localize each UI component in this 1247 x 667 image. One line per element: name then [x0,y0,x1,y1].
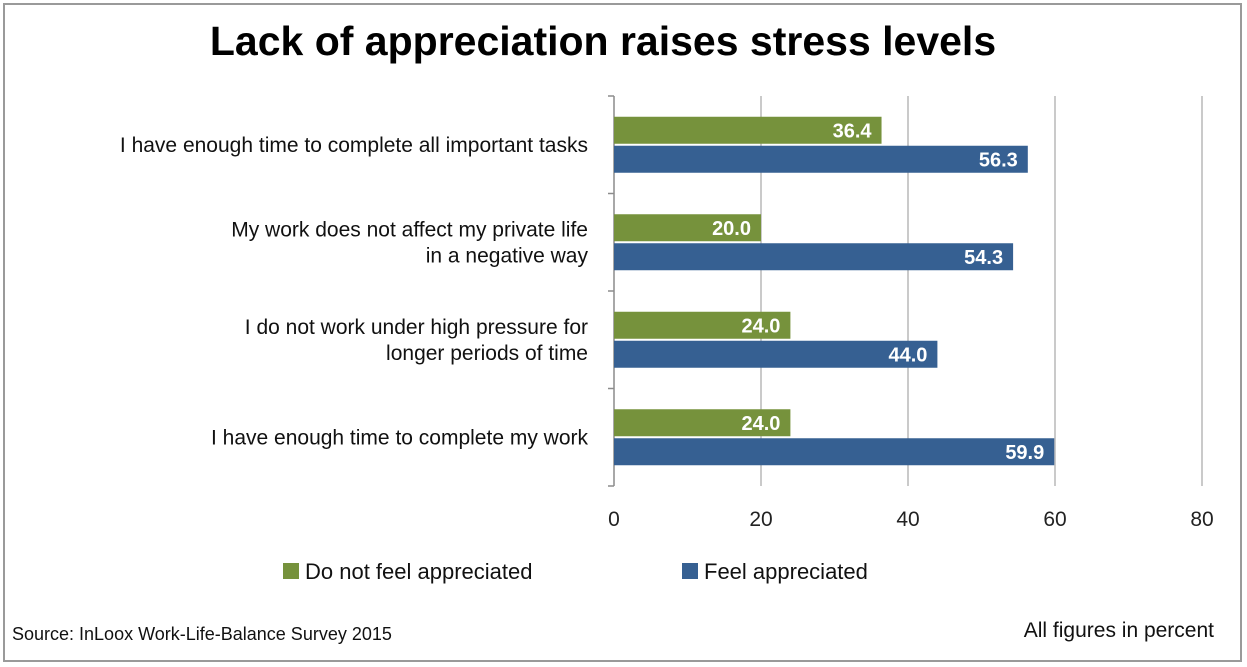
x-tick-label-60: 60 [1043,508,1066,531]
data-label: 24.0 [741,413,780,435]
legend-label-not-appreciated: Do not feel appreciated [305,559,533,584]
legend-swatch-not-appreciated [283,563,299,579]
units-note: All figures in percent [1024,619,1214,643]
x-tick-label-0: 0 [608,508,620,531]
bar-appreciated [614,146,1028,173]
category-label: I have enough time to complete my work [211,426,589,449]
bar-appreciated [614,243,1013,270]
x-tick-label-40: 40 [896,508,919,531]
source-note: Source: InLoox Work-Life-Balance Survey … [12,624,392,645]
x-tick-label-80: 80 [1190,508,1213,531]
data-label: 20.0 [712,218,751,240]
data-label: 44.0 [888,344,927,366]
bar-appreciated [614,438,1054,465]
data-label: 56.3 [979,149,1018,171]
data-label: 36.4 [833,120,873,142]
x-tick-label-20: 20 [749,508,772,531]
data-label: 54.3 [964,247,1003,269]
category-label: in a negative way [426,244,589,267]
category-label: I have enough time to complete all impor… [120,134,588,157]
legend-swatch-appreciated [682,563,698,579]
category-label: I do not work under high pressure for [245,316,588,339]
data-label: 24.0 [741,315,780,337]
category-label: longer periods of time [386,342,588,365]
data-label: 59.9 [1005,442,1044,464]
category-label: My work does not affect my private life [231,218,588,241]
legend-label-appreciated: Feel appreciated [704,559,868,584]
